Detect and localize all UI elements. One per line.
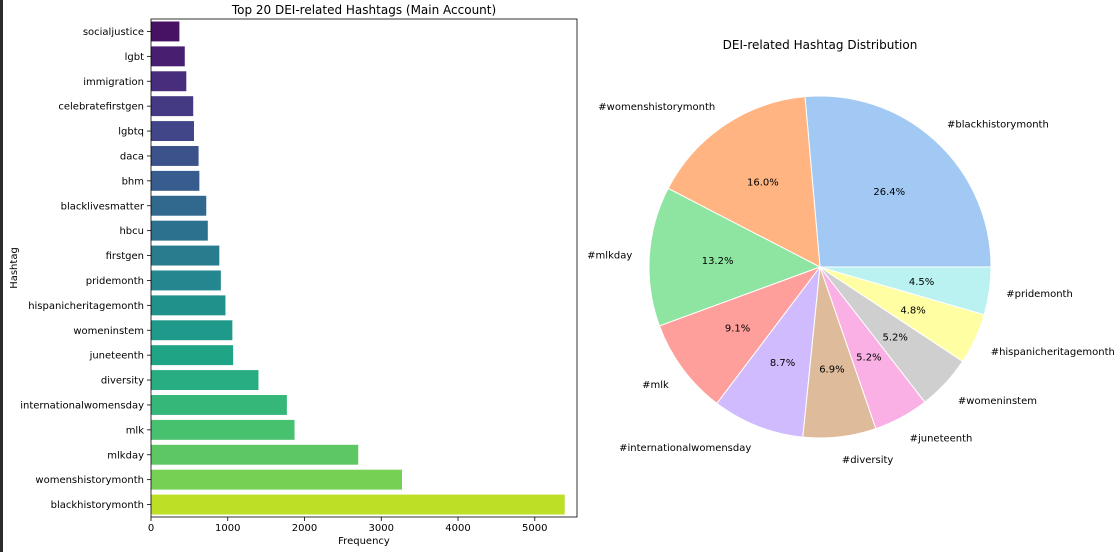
bar-firstgen — [151, 245, 220, 266]
pie-pct-label: 4.5% — [909, 277, 934, 288]
bar-immigration — [151, 71, 187, 92]
y-tick-label: socialjustice — [83, 27, 144, 38]
y-tick-label: juneteenth — [89, 351, 144, 362]
x-tick-label: 4000 — [445, 523, 470, 534]
pie-slice-label: #juneteenth — [910, 433, 973, 444]
pie-slice-label: #mlk — [642, 380, 669, 391]
bar-bhm — [151, 170, 200, 191]
pie-slice-label: #blackhistorymonth — [947, 119, 1049, 130]
bar-mlkday — [151, 444, 359, 465]
pie-chart-title: DEI-related Hashtag Distribution — [723, 38, 918, 52]
y-tick-label: firstgen — [106, 251, 144, 262]
pie-slice-label: #womeninstem — [958, 396, 1037, 407]
y-tick-label: pridemonth — [86, 276, 144, 287]
bar-chart-ylabel: Hashtag — [9, 247, 20, 289]
x-tick-label: 0 — [148, 523, 154, 534]
y-tick-label: daca — [120, 151, 144, 162]
pie-pct-label: 26.4% — [873, 187, 905, 198]
y-tick-label: womeninstem — [73, 326, 144, 337]
y-tick-label: mlk — [126, 425, 145, 436]
pie-chart: DEI-related Hashtag Distribution 26.4% #b… — [587, 38, 1115, 466]
bar-socialjustice — [151, 21, 180, 42]
y-tick-label: hbcu — [119, 226, 144, 237]
bar-juneteenth — [151, 345, 234, 366]
y-tick-label: hispanicheritagemonth — [28, 301, 144, 312]
pie-slice-label: #diversity — [842, 455, 894, 466]
pie-slice-label: #hispanicheritagemonth — [991, 347, 1115, 358]
bar-blackhistorymonth — [151, 494, 565, 515]
pie-slice-label: #mlkday — [587, 251, 632, 262]
x-tick-label: 2000 — [292, 523, 317, 534]
pie-slice-label: #pridemonth — [1006, 289, 1073, 300]
pie-pct-label: 6.9% — [819, 364, 844, 375]
pie-slice-womenshistorymonth — [667, 96, 821, 268]
bar-blacklivesmatter — [151, 195, 207, 216]
bar-hispanicheritagemonth — [151, 295, 226, 316]
y-tick-label: internationalwomensday — [20, 400, 144, 411]
pie-plot-area: 26.4% #blackhistorymonth 16.0% #womenshisto… — [587, 95, 1115, 466]
pie-slice-pridemonth — [819, 266, 992, 316]
bar-pridemonth — [151, 270, 221, 291]
bar-mlk — [151, 419, 295, 440]
pie-slice-mlk — [658, 265, 822, 405]
bar-diversity — [151, 370, 259, 391]
pie-slice-label: #womenshistorymonth — [598, 102, 715, 113]
bar-hbcu — [151, 220, 208, 241]
y-tick-label: celebratefirstgen — [58, 102, 144, 113]
window-left-edge — [0, 0, 3, 552]
y-tick-label: lgbtq — [118, 127, 144, 138]
x-tick-label: 1000 — [215, 523, 240, 534]
pie-pct-label: 4.8% — [900, 306, 925, 317]
bar-daca — [151, 145, 199, 166]
y-tick-label: diversity — [101, 376, 144, 387]
pie-pct-label: 8.7% — [770, 358, 795, 369]
pie-pct-label: 5.2% — [883, 332, 908, 343]
pie-slice-blackhistorymonth — [804, 95, 992, 268]
y-tick-label: womenshistorymonth — [35, 475, 144, 486]
y-tick-label: bhm — [122, 176, 144, 187]
pie-pct-label: 16.0% — [747, 177, 779, 188]
y-tick-label: immigration — [83, 77, 144, 88]
y-tick-label: blackhistorymonth — [51, 500, 144, 511]
pie-pct-label: 9.1% — [725, 324, 750, 335]
pie-pct-label: 5.2% — [856, 353, 881, 364]
x-tick-label: 3000 — [369, 523, 394, 534]
bar-womenshistorymonth — [151, 469, 402, 490]
pie-slice-internationalwomensday — [716, 265, 821, 438]
y-tick-label: lgbt — [125, 52, 144, 63]
bar-womeninstem — [151, 320, 233, 341]
bar-celebratefirstgen — [151, 96, 194, 117]
bar-plot-frame — [150, 18, 578, 518]
bar-internationalwomensday — [151, 394, 287, 415]
bar-chart-xlabel: Frequency — [338, 536, 390, 547]
pie-slice-mlkday — [648, 187, 822, 327]
bar-chart: Top 20 DEI-related Hashtags (Main Accoun… — [9, 3, 578, 547]
pie-slice-label: #internationalwomensday — [619, 443, 751, 454]
x-tick-label: 5000 — [522, 523, 547, 534]
bar-chart-title: Top 20 DEI-related Hashtags (Main Accoun… — [231, 3, 496, 17]
bar-lgbt — [151, 46, 185, 67]
bar-plot-area: socialjustice lgbt immigration celebratefir… — [20, 21, 565, 534]
bar-lgbtq — [151, 121, 194, 142]
y-tick-label: blacklivesmatter — [61, 201, 145, 212]
y-tick-label: mlkday — [107, 450, 144, 461]
pie-pct-label: 13.2% — [702, 256, 734, 267]
